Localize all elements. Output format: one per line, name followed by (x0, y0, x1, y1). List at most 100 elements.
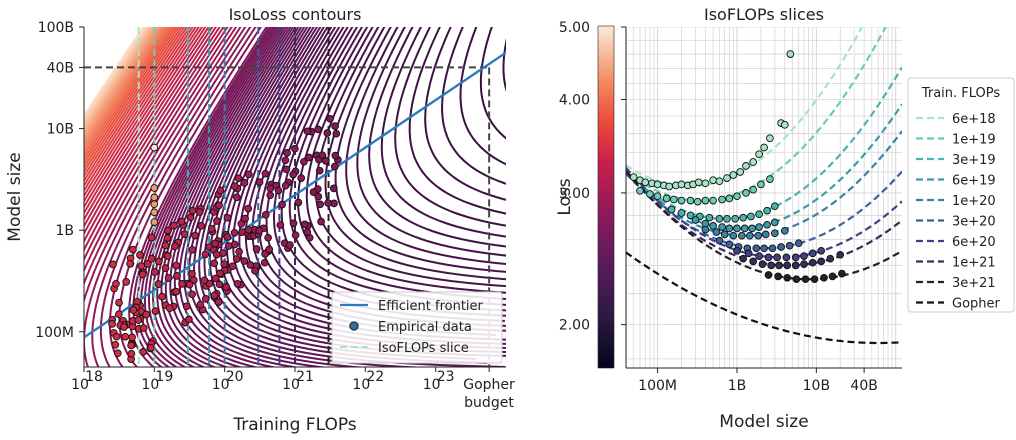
isoloss-contour (169, 27, 292, 367)
empirical-point (147, 233, 156, 242)
empirical-point (172, 287, 181, 296)
empirical-point (224, 242, 233, 250)
isoloss-contour (84, 27, 194, 198)
empirical-point (266, 184, 275, 193)
gopher-budget-label-1: Gopher (463, 377, 515, 393)
isoflops-point (755, 150, 763, 159)
empirical-point (260, 258, 269, 267)
isoflops-point (808, 249, 817, 258)
isoflops-curve (626, 66, 902, 220)
isoflops-point (760, 143, 768, 152)
isoflops-point (820, 273, 828, 282)
legend-isoflops-label: IsoFLOPs slice (378, 341, 469, 356)
empirical-point (150, 143, 159, 152)
y-tick-label: 5.00 (559, 20, 590, 36)
right-legend: Train. FLOPs 6e+18 1e+19 3e+19 6e+19 1e+20 3e… (907, 77, 1015, 313)
legend-empirical-swatch (349, 321, 359, 331)
isoflops-point (677, 196, 686, 205)
empirical-point (134, 316, 143, 324)
isoloss-contour (84, 27, 197, 204)
empirical-point (186, 213, 195, 222)
empirical-point (137, 262, 146, 270)
y-tick-label: 3.00 (559, 186, 590, 202)
legend-empirical-label: Empirical data (378, 320, 472, 335)
isoflops-point (800, 252, 808, 260)
isoloss-contour (459, 27, 506, 166)
left-y-ticks: 100M 1B 10B 40B 100B (35, 20, 84, 341)
empirical-point (142, 310, 151, 319)
isoflops-point (773, 253, 781, 262)
isoflops-point (764, 253, 773, 262)
isoloss-contour (148, 27, 280, 367)
empirical-point (171, 242, 179, 251)
x-tick-label: 10 (352, 377, 370, 393)
empirical-point (246, 261, 255, 269)
empirical-point (150, 193, 159, 202)
empirical-point (324, 199, 332, 207)
empirical-point (223, 233, 232, 241)
isoloss-contour (188, 27, 368, 367)
isoflops-point (754, 231, 763, 240)
isoflops-curve (626, 27, 887, 202)
empirical-point (300, 157, 308, 166)
x-tick-label: 10B (803, 378, 830, 394)
right-legend-title: Train. FLOPs (921, 86, 1001, 101)
x-tick-label: 40B (850, 378, 877, 394)
isoloss-contour (84, 27, 166, 150)
empirical-point (112, 279, 120, 288)
empirical-point (261, 210, 270, 219)
isoflops-point (760, 244, 768, 253)
legend-label: 1e+21 (952, 256, 996, 271)
empirical-point (138, 270, 147, 279)
empirical-point (178, 280, 186, 288)
empirical-point (235, 247, 243, 256)
isoflops-points (629, 50, 846, 284)
empirical-point (210, 291, 219, 300)
empirical-point (139, 348, 148, 356)
empirical-point (143, 260, 152, 268)
isoloss-contour (345, 27, 506, 265)
isoflops-point (770, 218, 779, 227)
empirical-point (115, 298, 123, 307)
right-panel: IsoFLOPs slices 100M 1B 10B 40B 2.00 3.00 4.0… (555, 5, 1015, 432)
empirical-point (317, 217, 325, 226)
empirical-point (122, 278, 131, 286)
right-x-label: Model size (719, 412, 808, 432)
isoflops-point (748, 224, 756, 233)
isoflops-point (739, 213, 748, 222)
empirical-point (164, 226, 172, 235)
isoflops-point (755, 223, 763, 231)
isoflops-point (725, 194, 734, 203)
x-tick-exponent: 18 (85, 369, 103, 385)
isoflops-point (774, 272, 782, 281)
isoflops-point (715, 177, 724, 186)
empirical-point (213, 217, 221, 225)
isoloss-contour (84, 27, 178, 170)
empirical-point (265, 245, 274, 254)
legend-label: 1e+19 (952, 133, 996, 148)
empirical-point (158, 292, 166, 301)
isoflops-point (777, 243, 785, 251)
empirical-point (200, 276, 209, 285)
empirical-point (188, 245, 197, 254)
isoflops-point (836, 250, 845, 259)
isoloss-contour (84, 27, 229, 273)
isoloss-contour (84, 27, 147, 120)
isoloss-contour (288, 27, 506, 306)
empirical-point (188, 290, 197, 299)
isoloss-contour (84, 27, 201, 209)
isoflops-point (712, 228, 721, 236)
empirical-point (154, 280, 163, 288)
empirical-point (216, 186, 225, 195)
empirical-point (274, 186, 283, 195)
isoflops-point (770, 229, 779, 238)
isoloss-contour (251, 27, 506, 332)
gopher-budget-label-2: budget (464, 395, 514, 411)
left-x-label: Training FLOPs (232, 415, 356, 435)
isoloss-contour (84, 27, 233, 287)
isoflops-point (780, 120, 789, 129)
right-grid (626, 27, 902, 368)
